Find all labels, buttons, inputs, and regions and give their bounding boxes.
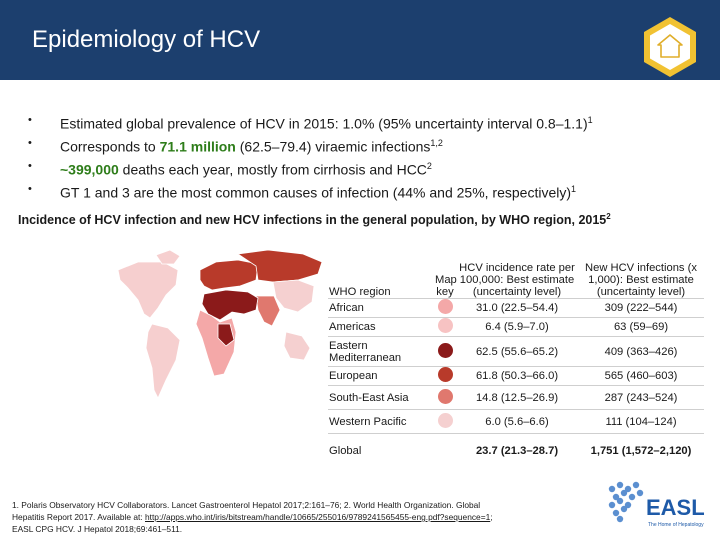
cell-region: European <box>328 366 434 386</box>
map-key-swatch <box>437 342 453 358</box>
easl-tagline: The Home of Hepatology <box>648 522 704 528</box>
references: 1. Polaris Observatory HCV Collaborators… <box>12 499 602 535</box>
bullet-item: • GT 1 and 3 are the most common causes o… <box>28 178 708 201</box>
title-bar: Epidemiology of HCV <box>0 0 720 80</box>
cell-map-key <box>434 298 456 318</box>
map-region-south-east-asia <box>255 295 281 327</box>
table-header-row: WHO region Map key HCV incidence rate pe… <box>328 240 704 299</box>
table-row: South-East Asia 14.8 (12.5–26.9) 287 (243–… <box>328 385 704 410</box>
cell-new-infections: 309 (222–544) <box>578 298 704 318</box>
slide-title: Epidemiology of HCV <box>32 26 261 53</box>
map-region-europe <box>199 259 259 291</box>
easl-logo: EASL The Home of Hepatology <box>608 481 705 528</box>
reference-line-1: 1. Polaris Observatory HCV Collaborators… <box>12 500 481 510</box>
cell-new-infections: 111 (104–124) <box>578 409 704 434</box>
home-icon[interactable] <box>642 15 698 79</box>
col-header-incidence: HCV incidence rate per 100,000: Best est… <box>459 262 575 298</box>
table-row: Global 23.7 (21.3–28.7) 1,751 (1,572–2,120… <box>328 433 704 468</box>
cell-incidence: 6.0 (5.6–6.6) <box>456 409 578 434</box>
cell-map-key <box>434 433 456 468</box>
cell-map-key <box>434 409 456 434</box>
reference-line-2: Hepatitis Report 2017. Available at: htt… <box>12 512 493 522</box>
table-row: European 61.8 (50.3–66.0) 565 (460–603) <box>328 366 704 386</box>
table-row: Eastern Mediterranean 62.5 (55.6–65.2) 409… <box>328 336 704 367</box>
cell-new-infections: 409 (363–426) <box>578 336 704 367</box>
cell-incidence: 31.0 (22.5–54.4) <box>456 298 578 318</box>
reference-line-3: EASL CPG HCV. J Hepatol 2018;69:461–511. <box>12 524 183 534</box>
table-row: Americas 6.4 (5.9–7.0) 63 (59–69) <box>328 317 704 337</box>
bullet-marker: • <box>28 183 32 195</box>
map-key-swatch <box>437 318 453 333</box>
map-key-swatch <box>437 388 453 404</box>
col-header-new-infections: New HCV infections (x 1,000): Best estim… <box>585 262 697 298</box>
bullet-marker: • <box>28 114 32 126</box>
cell-map-key <box>434 336 456 367</box>
cell-incidence: 6.4 (5.9–7.0) <box>456 317 578 337</box>
bullet-text: ~399,000 deaths each year, mostly from c… <box>60 161 432 178</box>
cell-region: Americas <box>328 317 434 337</box>
bullet-item: • Corresponds to 71.1 million (62.5–79.4)… <box>28 132 708 155</box>
cell-map-key <box>434 317 456 337</box>
map-key-swatch <box>437 299 453 314</box>
map-region-western-pacific <box>272 279 315 313</box>
cell-incidence: 14.8 (12.5–26.9) <box>456 385 578 410</box>
bullet-item: • ~399,000 deaths each year, mostly from … <box>28 155 708 178</box>
bullet-text: Estimated global prevalence of HCV in 20… <box>60 115 593 132</box>
cell-map-key <box>434 366 456 386</box>
cell-map-key <box>434 385 456 410</box>
cell-incidence: 62.5 (55.6–65.2) <box>456 336 578 367</box>
bullet-marker: • <box>28 137 32 149</box>
cell-new-infections: 63 (59–69) <box>578 317 704 337</box>
cell-region: Global <box>328 433 434 468</box>
map-region-eastern-mediterranean <box>201 289 259 321</box>
cell-new-infections: 1,751 (1,572–2,120) <box>578 433 704 468</box>
table-row: Western Pacific 6.0 (5.6–6.6) 111 (104–124… <box>328 409 704 434</box>
easl-wordmark: EASL <box>646 495 705 520</box>
bullet-list: • Estimated global prevalence of HCV in 2… <box>28 109 708 201</box>
who-report-link[interactable]: http://apps.who.int/iris/bitstream/handl… <box>145 512 491 522</box>
map-key-swatch <box>437 412 453 428</box>
cell-region: Western Pacific <box>328 409 434 434</box>
cell-region: South-East Asia <box>328 385 434 410</box>
world-map <box>117 249 323 399</box>
hcv-incidence-table: WHO region Map key HCV incidence rate pe… <box>328 240 704 468</box>
table-heading: Incidence of HCV infection and new HCV i… <box>18 212 611 228</box>
map-key-swatch <box>437 367 453 382</box>
cell-new-infections: 287 (243–524) <box>578 385 704 410</box>
bullet-text: Corresponds to 71.1 million (62.5–79.4) … <box>60 138 443 155</box>
bullet-marker: • <box>28 160 32 172</box>
cell-incidence: 61.8 (50.3–66.0) <box>456 366 578 386</box>
table-row: African 31.0 (22.5–54.4) 309 (222–544) <box>328 298 704 318</box>
map-region-americas <box>117 261 179 319</box>
cell-new-infections: 565 (460–603) <box>578 366 704 386</box>
col-header-region: WHO region <box>329 286 391 298</box>
cell-incidence: 23.7 (21.3–28.7) <box>456 433 578 468</box>
col-header-map-key: Map key <box>435 274 457 298</box>
bullet-item: • Estimated global prevalence of HCV in 2… <box>28 109 708 132</box>
cell-region: Eastern Mediterranean <box>328 336 434 367</box>
cell-region: African <box>328 298 434 318</box>
bullet-text: GT 1 and 3 are the most common causes of… <box>60 184 577 201</box>
